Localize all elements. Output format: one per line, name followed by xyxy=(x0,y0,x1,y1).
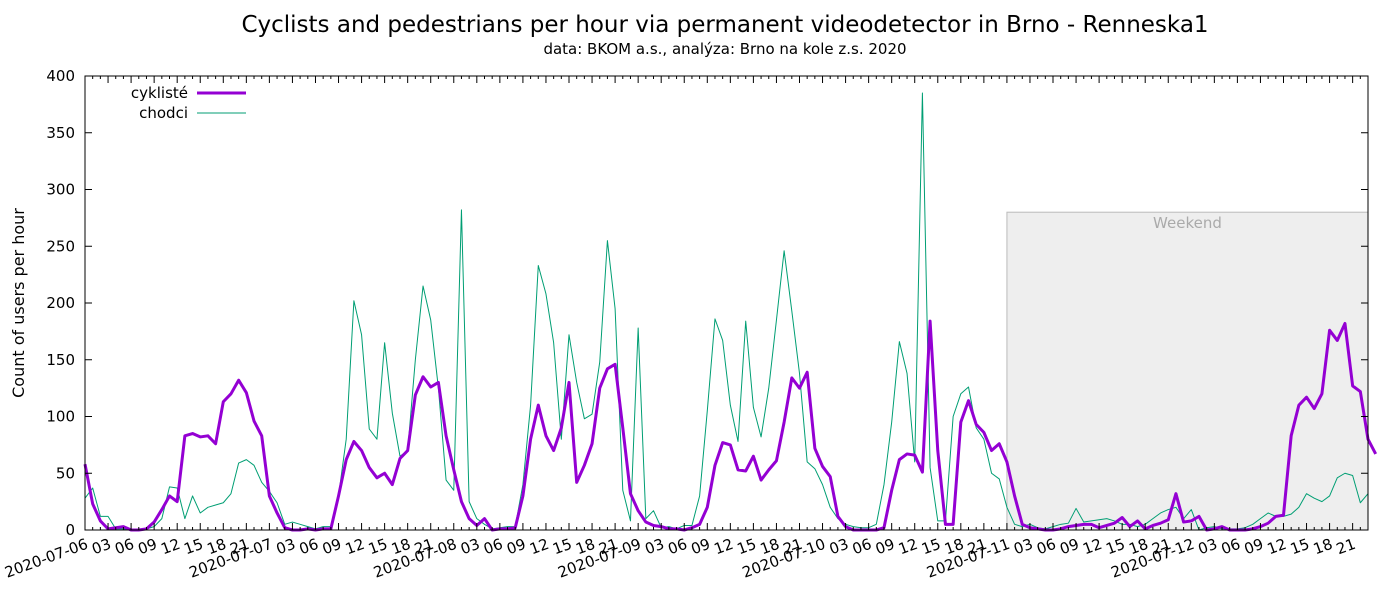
x-tick-label: 21 xyxy=(412,535,436,558)
chart-subtitle: data: BKOM a.s., analýza: Brno na kole z… xyxy=(543,40,907,58)
y-tick-label: 250 xyxy=(46,237,75,255)
x-tick-label: 12 xyxy=(712,535,736,558)
x-tick-label: 06 xyxy=(666,535,690,558)
x-tick-label: 12 xyxy=(343,535,367,558)
weekend-shading xyxy=(1006,211,1369,531)
x-tick-label: 18 xyxy=(573,535,597,558)
y-tick-label: 100 xyxy=(46,408,75,426)
x-tick-label: 12 xyxy=(896,535,920,558)
x-tick-label: 18 xyxy=(205,535,229,558)
x-tick-label: 15 xyxy=(366,535,390,558)
x-tick-label: 06 xyxy=(1219,535,1243,558)
y-tick-label: 0 xyxy=(65,521,75,539)
x-tick-label: 03 xyxy=(89,535,113,558)
x-tick-label: 09 xyxy=(135,535,159,558)
y-tick-label: 300 xyxy=(46,181,75,199)
x-tick-label: 15 xyxy=(919,535,943,558)
x-tick-label: 18 xyxy=(1311,535,1335,558)
y-axis: 0 50 100 150 200 250 300 350 400 xyxy=(46,67,1368,539)
x-tick-label: 21 xyxy=(228,535,252,558)
x-tick-label: 15 xyxy=(550,535,574,558)
x-tick-label: 09 xyxy=(320,535,344,558)
x-tick-label: 21 xyxy=(1150,535,1174,558)
x-tick-label: 18 xyxy=(758,535,782,558)
x-tick-label: 18 xyxy=(1126,535,1150,558)
x-tick-label: 15 xyxy=(1103,535,1127,558)
series-line-chodci xyxy=(84,92,1369,531)
x-tick-label: 2020-07-06 xyxy=(2,535,90,582)
x-tick-label: 06 xyxy=(112,535,136,558)
x-tick-label: 03 xyxy=(458,535,482,558)
legend-label-chodci: chodci xyxy=(139,104,188,122)
y-tick-label: 150 xyxy=(46,351,75,369)
y-tick-label: 200 xyxy=(46,294,75,312)
x-tick-label: 09 xyxy=(504,535,528,558)
x-tick-label: 06 xyxy=(1034,535,1058,558)
x-tick-label: 09 xyxy=(689,535,713,558)
legend-label-cycliste: cyklisté xyxy=(131,84,188,102)
x-tick-label: 12 xyxy=(1265,535,1289,558)
y-tick-label: 50 xyxy=(56,464,75,482)
x-tick-label: 03 xyxy=(1011,535,1035,558)
chart-title: Cyclists and pedestrians per hour via pe… xyxy=(241,12,1209,38)
x-tick-label: 18 xyxy=(389,535,413,558)
x-tick-label: 21 xyxy=(965,535,989,558)
x-tick-label: 21 xyxy=(1334,535,1358,558)
x-tick-label: 15 xyxy=(735,535,759,558)
x-tick-label: 12 xyxy=(158,535,182,558)
x-tick-label: 12 xyxy=(527,535,551,558)
x-tick-label: 06 xyxy=(297,535,321,558)
x-tick-label: 18 xyxy=(942,535,966,558)
x-tick-label: 03 xyxy=(1196,535,1220,558)
x-tick-label: 15 xyxy=(182,535,206,558)
weekend-label: Weekend xyxy=(1153,214,1222,232)
x-tick-label: 09 xyxy=(1242,535,1266,558)
x-tick-label: 09 xyxy=(873,535,897,558)
x-tick-label: 21 xyxy=(781,535,805,558)
x-tick-label: 03 xyxy=(274,535,298,558)
y-tick-label: 400 xyxy=(46,67,75,85)
legend: cyklisté chodci xyxy=(131,84,246,122)
x-tick-label: 03 xyxy=(642,535,666,558)
y-axis-label: Count of users per hour xyxy=(9,208,28,398)
x-tick-label: 21 xyxy=(596,535,620,558)
x-tick-label: 03 xyxy=(827,535,851,558)
x-tick-label: 06 xyxy=(481,535,505,558)
x-tick-label: 15 xyxy=(1288,535,1312,558)
y-tick-label: 350 xyxy=(46,124,75,142)
x-tick-label: 09 xyxy=(1057,535,1081,558)
x-tick-label: 12 xyxy=(1080,535,1104,558)
x-tick-label: 06 xyxy=(850,535,874,558)
